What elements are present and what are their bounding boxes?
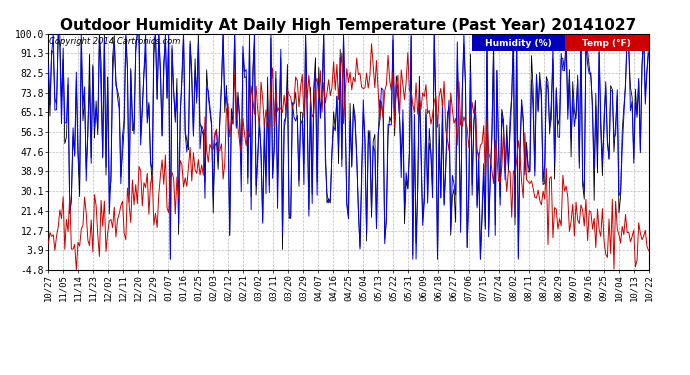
Text: Temp (°F): Temp (°F)	[582, 39, 631, 48]
Bar	[471, 35, 564, 51]
Title: Outdoor Humidity At Daily High Temperature (Past Year) 20141027: Outdoor Humidity At Daily High Temperatu…	[60, 18, 637, 33]
Bar	[564, 35, 649, 51]
Text: Copyright 2014 Cartronics.com: Copyright 2014 Cartronics.com	[49, 37, 180, 46]
Text: Humidity (%): Humidity (%)	[484, 39, 551, 48]
